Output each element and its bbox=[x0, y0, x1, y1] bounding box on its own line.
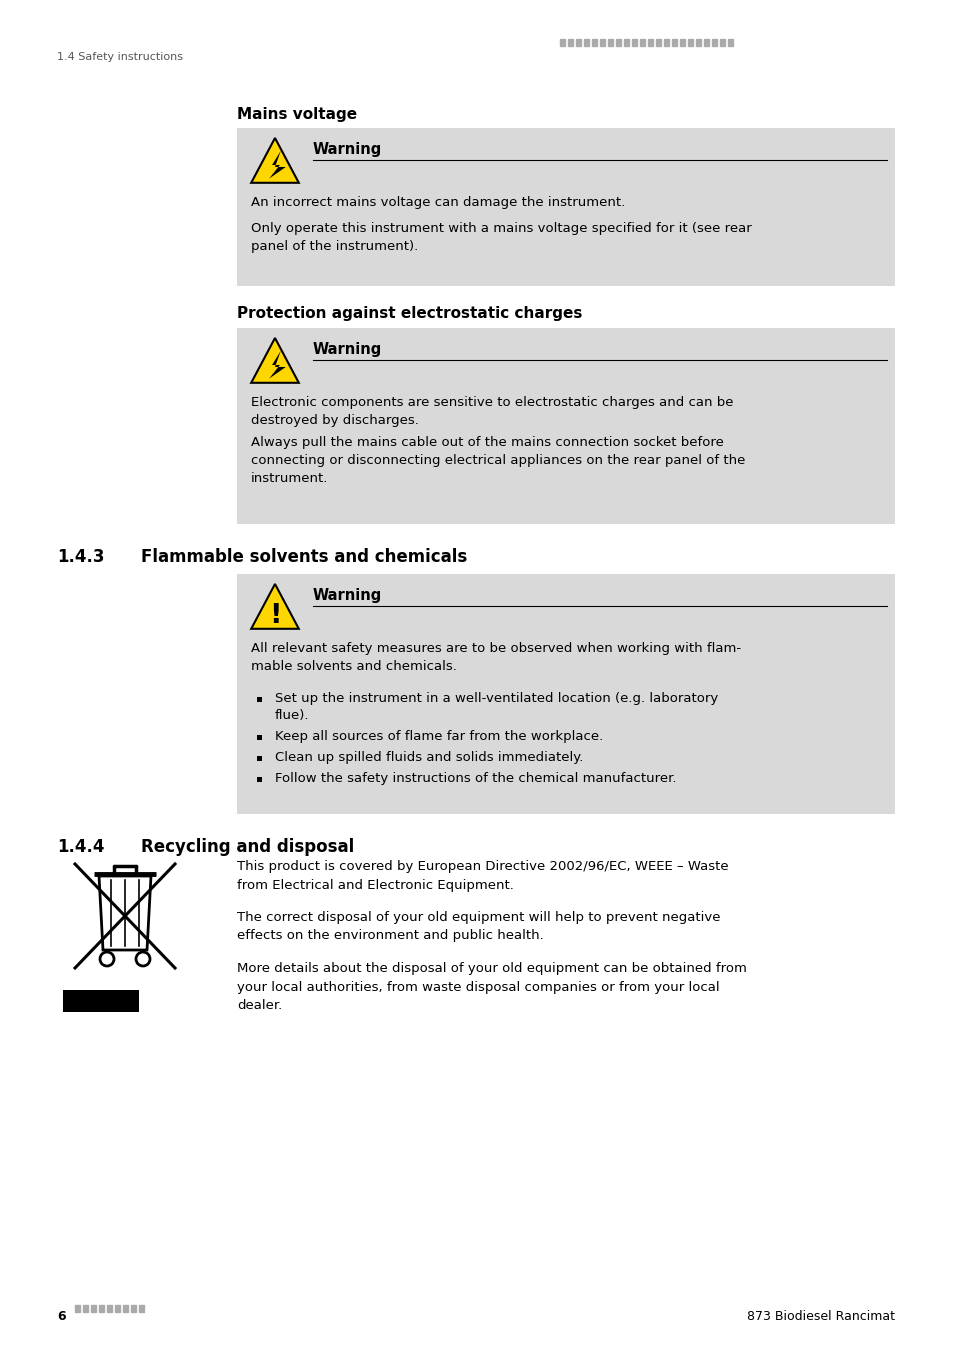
Text: Protection against electrostatic charges: Protection against electrostatic charges bbox=[236, 306, 581, 321]
Bar bbox=[123, 1305, 128, 1312]
Text: Flammable solvents and chemicals: Flammable solvents and chemicals bbox=[141, 548, 467, 566]
Text: Set up the instrument in a well-ventilated location (e.g. laboratory
flue).: Set up the instrument in a well-ventilat… bbox=[274, 693, 718, 722]
Bar bbox=[256, 697, 262, 702]
Bar bbox=[131, 1305, 136, 1312]
Bar bbox=[75, 1305, 80, 1312]
Bar bbox=[592, 39, 597, 46]
Bar bbox=[583, 39, 588, 46]
Bar bbox=[559, 39, 564, 46]
Bar bbox=[687, 39, 692, 46]
Bar bbox=[63, 990, 139, 1012]
Bar bbox=[91, 1305, 96, 1312]
Bar bbox=[663, 39, 668, 46]
Polygon shape bbox=[251, 338, 298, 383]
Text: This product is covered by European Directive 2002/96/EC, WEEE – Waste
from Elec: This product is covered by European Dire… bbox=[236, 860, 728, 891]
Bar bbox=[711, 39, 717, 46]
Text: !: ! bbox=[269, 603, 281, 629]
Polygon shape bbox=[269, 151, 286, 178]
Text: Warning: Warning bbox=[313, 142, 382, 157]
Bar bbox=[567, 39, 573, 46]
Bar bbox=[647, 39, 652, 46]
Bar bbox=[671, 39, 677, 46]
Text: Recycling and disposal: Recycling and disposal bbox=[141, 838, 354, 856]
Text: Follow the safety instructions of the chemical manufacturer.: Follow the safety instructions of the ch… bbox=[274, 772, 676, 784]
Text: 873 Biodiesel Rancimat: 873 Biodiesel Rancimat bbox=[746, 1310, 894, 1323]
Bar bbox=[720, 39, 724, 46]
Text: An incorrect mains voltage can damage the instrument.: An incorrect mains voltage can damage th… bbox=[251, 196, 624, 209]
Bar bbox=[599, 39, 604, 46]
Text: Warning: Warning bbox=[313, 342, 382, 356]
Bar bbox=[99, 1305, 104, 1312]
Text: More details about the disposal of your old equipment can be obtained from
your : More details about the disposal of your … bbox=[236, 963, 746, 1012]
Bar bbox=[703, 39, 708, 46]
Bar bbox=[639, 39, 644, 46]
Bar bbox=[696, 39, 700, 46]
Text: All relevant safety measures are to be observed when working with flam-
mable so: All relevant safety measures are to be o… bbox=[251, 643, 740, 674]
Text: 1.4 Safety instructions: 1.4 Safety instructions bbox=[57, 53, 183, 62]
Text: Warning: Warning bbox=[313, 589, 382, 603]
Bar bbox=[139, 1305, 144, 1312]
Bar bbox=[656, 39, 660, 46]
Bar bbox=[607, 39, 613, 46]
Text: Clean up spilled fluids and solids immediately.: Clean up spilled fluids and solids immed… bbox=[274, 751, 583, 764]
Bar bbox=[256, 734, 262, 740]
Bar bbox=[616, 39, 620, 46]
Bar bbox=[679, 39, 684, 46]
Bar bbox=[631, 39, 637, 46]
Bar bbox=[236, 574, 894, 814]
Text: 1.4.3: 1.4.3 bbox=[57, 548, 105, 566]
Bar bbox=[83, 1305, 88, 1312]
Bar bbox=[256, 756, 262, 761]
Bar bbox=[236, 328, 894, 524]
Bar bbox=[576, 39, 580, 46]
Text: 6: 6 bbox=[57, 1310, 66, 1323]
Polygon shape bbox=[269, 351, 286, 378]
Text: 1.4.4: 1.4.4 bbox=[57, 838, 105, 856]
Bar bbox=[256, 778, 262, 782]
Text: Keep all sources of flame far from the workplace.: Keep all sources of flame far from the w… bbox=[274, 730, 602, 742]
Bar bbox=[236, 128, 894, 286]
Text: The correct disposal of your old equipment will help to prevent negative
effects: The correct disposal of your old equipme… bbox=[236, 911, 720, 942]
Bar bbox=[727, 39, 732, 46]
Text: Only operate this instrument with a mains voltage specified for it (see rear
pan: Only operate this instrument with a main… bbox=[251, 221, 751, 252]
Text: Always pull the mains cable out of the mains connection socket before
connecting: Always pull the mains cable out of the m… bbox=[251, 436, 744, 485]
Polygon shape bbox=[251, 138, 298, 182]
Text: Electronic components are sensitive to electrostatic charges and can be
destroye: Electronic components are sensitive to e… bbox=[251, 396, 733, 427]
Bar bbox=[115, 1305, 120, 1312]
Polygon shape bbox=[251, 585, 298, 629]
Bar bbox=[623, 39, 628, 46]
Text: Mains voltage: Mains voltage bbox=[236, 107, 356, 122]
Bar bbox=[107, 1305, 112, 1312]
